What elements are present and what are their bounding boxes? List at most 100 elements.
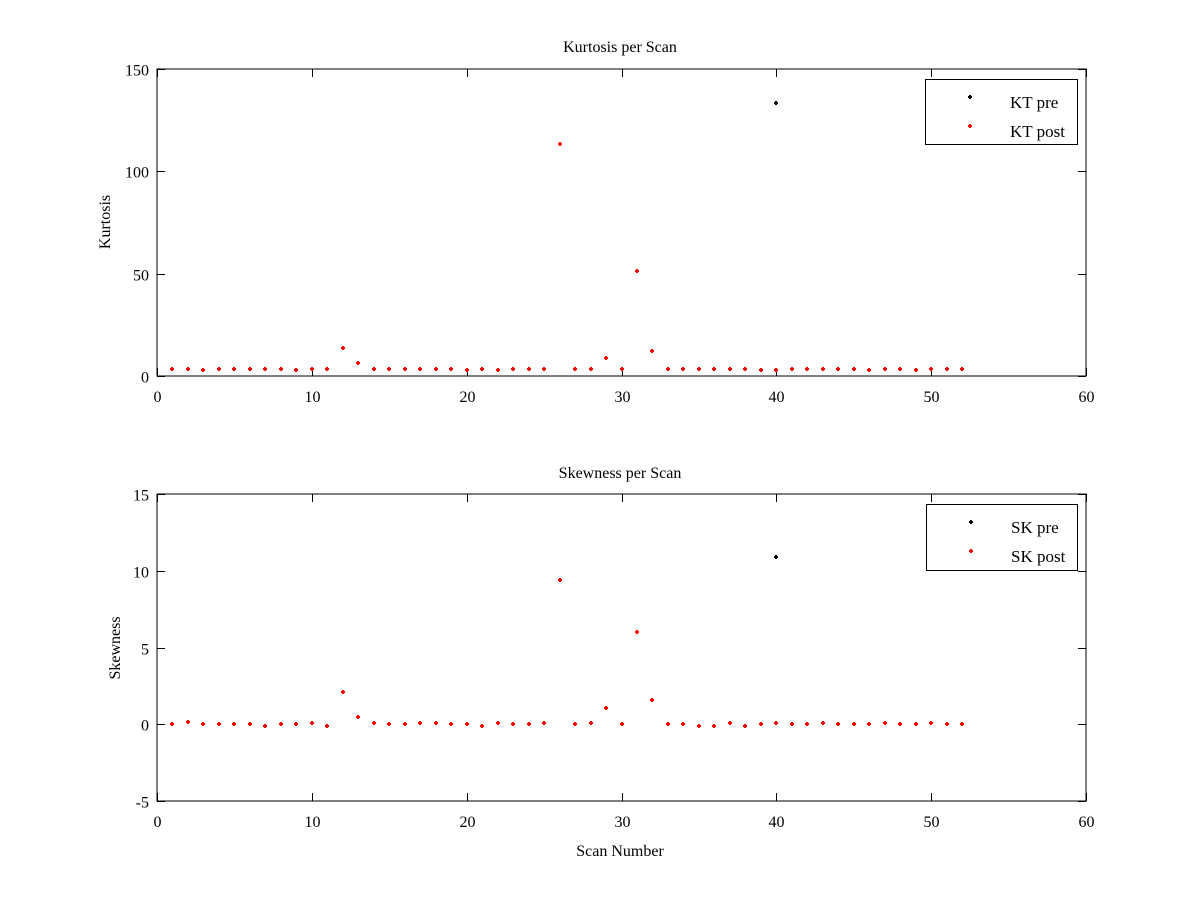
data-point (403, 722, 407, 726)
data-point (883, 367, 887, 371)
data-point (635, 269, 639, 273)
data-point (650, 349, 654, 353)
data-point (681, 722, 685, 726)
data-point (774, 101, 778, 105)
data-point (604, 706, 608, 710)
data-point (341, 346, 345, 350)
data-point (805, 367, 809, 371)
legend: SK pre SK post (926, 504, 1078, 571)
skewness-plot: Skewness per Scan Skewness Scan Number 0… (107, 465, 1095, 860)
data-point (434, 367, 438, 371)
legend-box (925, 79, 1078, 145)
legend-box (926, 504, 1078, 571)
data-point (263, 724, 267, 728)
data-point (542, 367, 546, 371)
data-point (325, 724, 329, 728)
kurtosis-title: Kurtosis per Scan (563, 39, 677, 56)
data-point (712, 724, 716, 728)
data-point (201, 368, 205, 372)
data-point (201, 722, 205, 726)
legend-marker (968, 124, 972, 128)
data-point (728, 721, 732, 725)
legend-marker (969, 549, 973, 553)
kurtosis-ylabel: Kurtosis (97, 195, 114, 249)
data-point (945, 722, 949, 726)
legend-label: SK post (1011, 547, 1066, 566)
data-point (558, 142, 562, 146)
data-point (387, 722, 391, 726)
data-point (511, 722, 515, 726)
x-tick-label: 50 (924, 389, 940, 406)
data-point (697, 724, 701, 728)
data-point (774, 368, 778, 372)
data-point (759, 368, 763, 372)
data-point (217, 367, 221, 371)
data-point (945, 367, 949, 371)
data-point (310, 367, 314, 371)
x-tick-label: 60 (1079, 814, 1095, 831)
data-point (356, 361, 360, 365)
data-point (294, 368, 298, 372)
x-tick-label: 0 (154, 814, 162, 831)
y-tick-label: 5 (141, 642, 149, 659)
data-point (356, 715, 360, 719)
data-point (418, 367, 422, 371)
x-tick-label: 10 (305, 389, 321, 406)
data-point (573, 367, 577, 371)
y-tick-label: 50 (133, 268, 149, 285)
data-point (914, 722, 918, 726)
data-point (774, 555, 778, 559)
data-point (217, 722, 221, 726)
y-tick-label: 0 (141, 370, 149, 387)
data-point (790, 722, 794, 726)
data-point (774, 721, 778, 725)
x-tick-label: 40 (769, 814, 785, 831)
y-tick-label: 100 (125, 165, 149, 182)
data-point (558, 578, 562, 582)
skewness-xlabel: Scan Number (576, 843, 664, 860)
y-tick-label: -5 (136, 795, 149, 812)
data-point (852, 367, 856, 371)
data-point (883, 721, 887, 725)
data-point (465, 722, 469, 726)
x-tick-label: 20 (460, 814, 476, 831)
data-point (527, 722, 531, 726)
data-point (712, 367, 716, 371)
series-kt-post (170, 142, 964, 372)
data-point (898, 722, 902, 726)
skewness-ylabel: Skewness (107, 616, 124, 679)
y-tick-label: 150 (125, 63, 149, 80)
legend-marker (969, 520, 973, 524)
data-point (666, 367, 670, 371)
data-point (836, 722, 840, 726)
data-point (387, 367, 391, 371)
data-point (232, 367, 236, 371)
data-point (232, 722, 236, 726)
data-point (805, 722, 809, 726)
x-tick-label: 40 (769, 389, 785, 406)
axes-frame (156, 68, 1087, 377)
data-point (496, 368, 500, 372)
data-point (743, 724, 747, 728)
data-point (418, 721, 422, 725)
data-point (573, 722, 577, 726)
data-point (743, 367, 747, 371)
data-point (852, 722, 856, 726)
y-tick-label: 0 (141, 718, 149, 735)
data-point (527, 367, 531, 371)
data-point (434, 721, 438, 725)
data-point (372, 721, 376, 725)
legend-marker (968, 95, 972, 99)
data-point (248, 367, 252, 371)
data-point (728, 367, 732, 371)
x-tick-label: 10 (305, 814, 321, 831)
data-point (620, 367, 624, 371)
data-point (480, 724, 484, 728)
data-point (914, 368, 918, 372)
data-point (836, 367, 840, 371)
legend: KT pre KT post (925, 79, 1078, 145)
data-point (604, 356, 608, 360)
data-point (960, 722, 964, 726)
data-point (666, 722, 670, 726)
